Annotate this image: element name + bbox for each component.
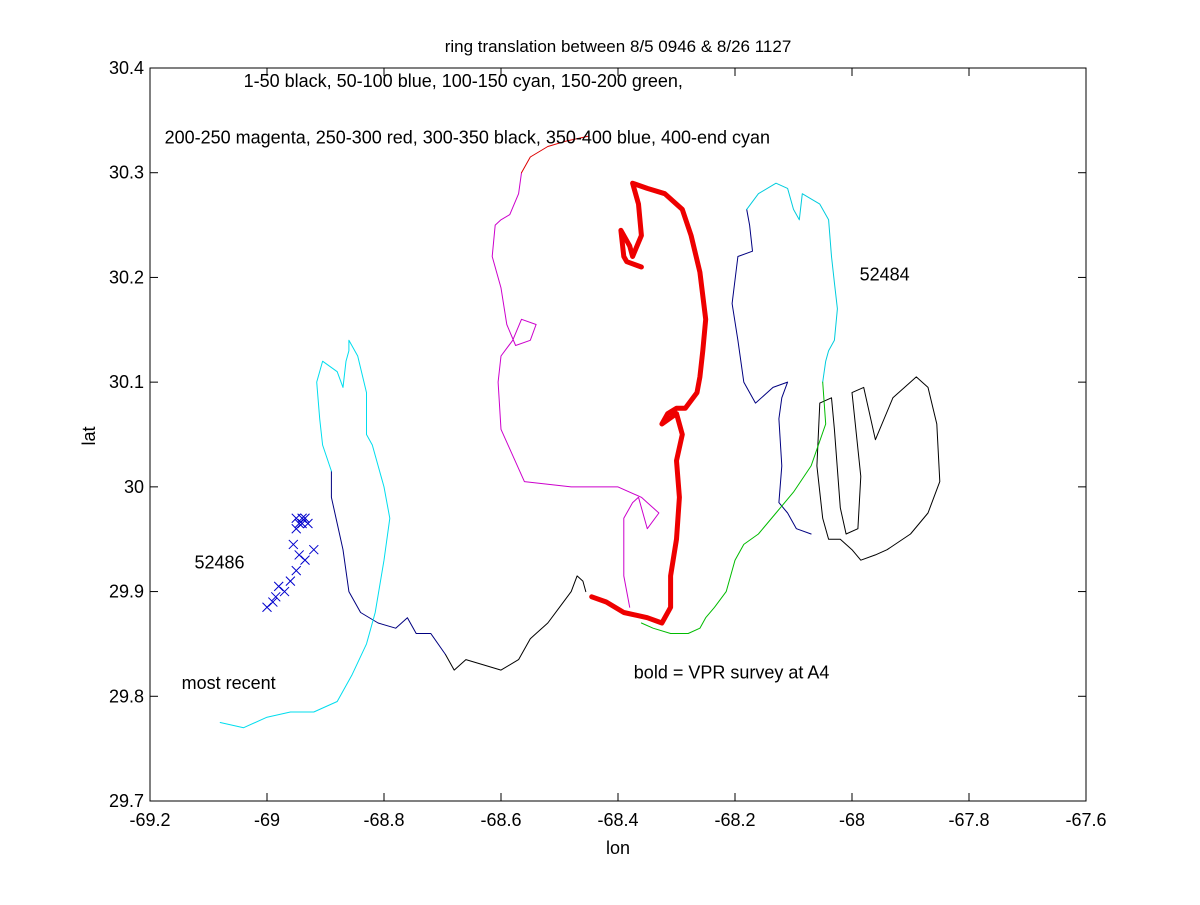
x-tick-label: -68.2 — [714, 810, 755, 830]
x-tick-label: -68.8 — [363, 810, 404, 830]
y-tick-label: 29.8 — [109, 686, 144, 706]
y-tick-label: 30.1 — [109, 372, 144, 392]
x-marker — [267, 597, 278, 607]
track-segment-1 — [816, 376, 941, 561]
y-axis-label: lat — [79, 426, 99, 445]
x-marker — [294, 518, 305, 529]
track-segment-8 — [330, 470, 446, 655]
x-tick-label: -68.4 — [597, 810, 638, 830]
chart-annotation-6: bold = VPR survey at A4 — [634, 663, 830, 683]
plot-area — [150, 68, 1086, 801]
y-tick-label: 30 — [124, 477, 144, 497]
x-marker — [285, 576, 296, 586]
x-marker — [308, 544, 319, 555]
x-tick-label: -68.6 — [480, 810, 521, 830]
x-tick-label: -67.8 — [948, 810, 989, 830]
y-tick-label: 29.7 — [109, 791, 144, 811]
x-axis-label: lon — [606, 838, 630, 858]
y-tick-label: 30.3 — [109, 163, 144, 183]
track-segment-3 — [746, 182, 838, 383]
chart-annotation-2: 200-250 magenta, 250-300 red, 300-350 bl… — [165, 127, 770, 147]
chart-annotation-4: 52486 — [195, 553, 245, 573]
x-marker — [288, 539, 299, 550]
y-tick-label: 30.2 — [109, 267, 144, 287]
y-tick-label: 30.4 — [109, 58, 144, 78]
x-marker — [270, 591, 281, 602]
x-marker — [297, 513, 307, 524]
chart-annotation-1: 1-50 black, 50-100 blue, 100-150 cyan, 1… — [244, 71, 683, 91]
marker-layer — [262, 513, 319, 613]
x-marker — [291, 523, 302, 534]
annotation-layer: 1-50 black, 50-100 blue, 100-150 cyan, 1… — [165, 71, 910, 693]
y-tick-label: 29.9 — [109, 582, 144, 602]
series-layer — [219, 135, 941, 729]
x-marker — [291, 565, 302, 576]
x-tick-label: -69 — [254, 810, 280, 830]
x-tick-label: -67.6 — [1065, 810, 1106, 830]
chart-annotation-3: 52484 — [860, 265, 910, 285]
x-tick-label: -69.2 — [129, 810, 170, 830]
x-marker — [279, 586, 290, 597]
track-segment-10 — [589, 180, 709, 626]
track-segment-4 — [640, 381, 827, 634]
x-tick-label: -68 — [839, 810, 865, 830]
track-segment-6 — [521, 135, 590, 174]
track-segment-9 — [219, 339, 391, 729]
track-segment-7 — [444, 575, 587, 671]
x-marker — [300, 555, 310, 566]
chart-annotation-5: most recent — [182, 673, 276, 693]
tick-layer: -69.2 -69 -68.8 -68.6 -68.4 -68.2 -68 -67.8 -67.… — [109, 58, 1107, 830]
chart-title: ring translation between 8/5 0946 & 8/26… — [445, 37, 792, 56]
track-segment-5 — [491, 172, 660, 608]
